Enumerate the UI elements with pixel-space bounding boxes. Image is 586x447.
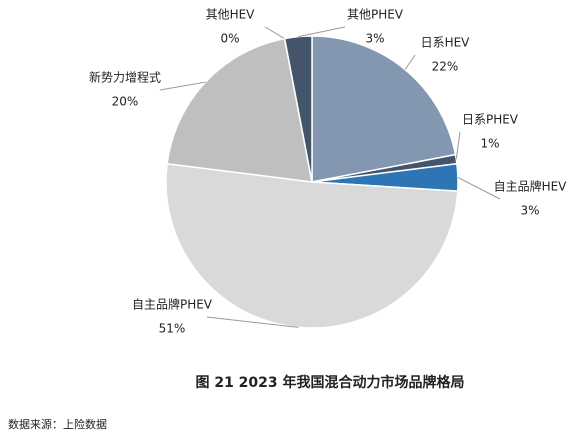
leader-line [159, 81, 206, 91]
pie-slice [311, 35, 457, 183]
slice-value-label: 51% [159, 322, 186, 336]
leader-line [457, 176, 501, 200]
slice-label: 日系HEV [421, 36, 471, 50]
leader-line [206, 316, 299, 328]
slice-value-label: 0% [220, 32, 239, 46]
slice-value-label: 3% [365, 32, 384, 46]
slice-label: 其他HEV [206, 8, 256, 22]
slice-value-label: 20% [112, 95, 139, 109]
slice-value-label: 1% [480, 137, 499, 151]
slice-label: 自主品牌HEV [494, 180, 568, 194]
leader-line [455, 131, 461, 160]
source-note: 数据来源：上险数据 [8, 417, 107, 431]
slice-value-label: 22% [432, 60, 459, 74]
pie-slice [283, 35, 313, 183]
pie-slice [166, 37, 313, 183]
leader-line [404, 54, 416, 70]
slice-label: 自主品牌PHEV [132, 298, 213, 312]
slice-label: 其他PHEV [347, 8, 404, 22]
leader-line [264, 26, 285, 40]
chart-title: 图 21 2023 年我国混合动力市场品牌格局 [195, 374, 464, 391]
slice-value-label: 3% [520, 204, 539, 218]
leader-line [298, 26, 346, 38]
slice-label: 新势力增程式 [89, 70, 161, 85]
slice-label: 日系PHEV [462, 113, 519, 127]
